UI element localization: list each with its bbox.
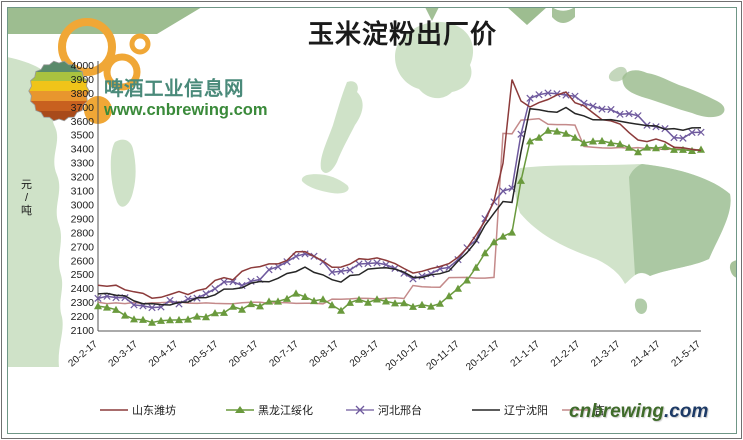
svg-text:2400: 2400 (71, 283, 95, 295)
svg-text:3600: 3600 (71, 116, 95, 128)
svg-text:河北邢台: 河北邢台 (378, 403, 422, 417)
svg-text:3400: 3400 (71, 144, 95, 156)
svg-text:4000: 4000 (71, 60, 95, 72)
svg-text:2900: 2900 (71, 213, 95, 225)
svg-text:黑龙江绥化: 黑龙江绥化 (258, 403, 313, 417)
svg-text:20-9-17: 20-9-17 (348, 339, 382, 370)
svg-text:21-2-17: 21-2-17 (549, 339, 583, 370)
svg-text:20-12-17: 20-12-17 (464, 339, 502, 373)
svg-text:3700: 3700 (71, 102, 95, 114)
svg-text:20-11-17: 20-11-17 (425, 339, 463, 373)
svg-text:3300: 3300 (71, 158, 95, 170)
svg-text:21-1-17: 21-1-17 (509, 339, 543, 370)
svg-text:21-3-17: 21-3-17 (589, 339, 623, 370)
svg-text:辽宁沈阳: 辽宁沈阳 (504, 403, 548, 417)
svg-text:3100: 3100 (71, 186, 95, 198)
svg-text:20-4-17: 20-4-17 (147, 339, 181, 370)
svg-text:20-10-17: 20-10-17 (384, 339, 422, 373)
svg-text:20-5-17: 20-5-17 (187, 339, 221, 370)
svg-text:2500: 2500 (71, 269, 95, 281)
svg-text:20-7-17: 20-7-17 (267, 339, 301, 370)
svg-text:20-2-17: 20-2-17 (66, 339, 100, 370)
svg-text:2600: 2600 (71, 255, 95, 267)
svg-text:3900: 3900 (71, 74, 95, 86)
svg-text:3500: 3500 (71, 130, 95, 142)
svg-text:3200: 3200 (71, 172, 95, 184)
svg-text:2800: 2800 (71, 227, 95, 239)
svg-text:2300: 2300 (71, 297, 95, 309)
svg-text:20-3-17: 20-3-17 (107, 339, 141, 370)
svg-text:20-6-17: 20-6-17 (227, 339, 261, 370)
svg-text:3000: 3000 (71, 200, 95, 212)
svg-text:2200: 2200 (71, 311, 95, 323)
svg-text:山东潍坊: 山东潍坊 (132, 403, 176, 417)
svg-text:2100: 2100 (71, 325, 95, 337)
svg-text:20-8-17: 20-8-17 (308, 339, 342, 370)
svg-text:21-4-17: 21-4-17 (629, 339, 663, 370)
svg-text:3800: 3800 (71, 88, 95, 100)
svg-text:2700: 2700 (71, 241, 95, 253)
svg-text:21-5-17: 21-5-17 (669, 339, 703, 370)
